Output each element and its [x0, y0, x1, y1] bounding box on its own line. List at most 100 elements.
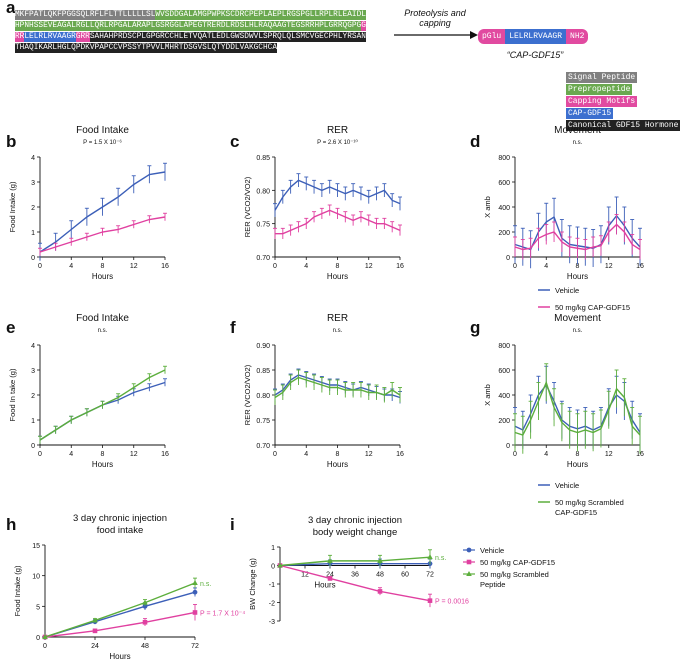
y-axis-label: Food Intake (g) — [13, 565, 22, 616]
peptide-pglu: pGlu — [478, 29, 506, 44]
x-tick-label: 0 — [273, 451, 277, 458]
series-2 — [42, 577, 198, 639]
annotation: n.s. — [435, 555, 446, 562]
x-tick-label: 16 — [161, 263, 169, 270]
chart-subtitle: body weight change — [313, 527, 398, 538]
y-tick-label: -3 — [269, 619, 275, 626]
legend-marker — [466, 547, 472, 553]
y-tick-label: 0.70 — [256, 443, 270, 450]
panel-label-c: c — [230, 132, 240, 151]
chart-title: Food Intake — [76, 125, 129, 136]
y-axis-label: X amb — [483, 196, 492, 218]
series-0 — [38, 162, 167, 261]
sequence-key: Signal Peptide Prepropeptide Capping Motif… — [566, 72, 681, 132]
series-line — [39, 369, 166, 441]
protein-sequence: MKFPATLQKFPGGSQLRFLFLTTLLLLLSLWVSDDGALAM… — [15, 10, 370, 54]
data-point — [277, 562, 283, 568]
x-tick-label: 8 — [336, 263, 340, 270]
x-tick-label: 0 — [513, 263, 517, 270]
x-tick-label: 48 — [376, 572, 384, 579]
series-line — [279, 562, 430, 567]
legend-label: 50 mg/kg CAP-GDF15 — [480, 558, 555, 567]
series-0 — [42, 587, 198, 640]
chart-title: RER — [327, 125, 348, 136]
panel-label-h: h — [6, 515, 17, 534]
x-tick-label: 72 — [191, 643, 199, 650]
chart-subtitle: n.s. — [573, 328, 583, 334]
x-tick-label: 0 — [43, 643, 47, 650]
panel-label-i: i — [230, 515, 235, 534]
series-line — [44, 582, 196, 638]
x-tick-label: 12 — [365, 451, 373, 458]
x-tick-label: 12 — [605, 451, 613, 458]
x-tick-label: 4 — [69, 263, 73, 270]
series-1 — [513, 363, 642, 454]
x-tick-label: 8 — [336, 451, 340, 458]
y-tick-label: 3 — [31, 180, 35, 187]
series-line — [275, 209, 401, 235]
y-tick-label: 0.90 — [256, 343, 270, 350]
x-axis-label: Hours — [92, 272, 113, 281]
panel-label-a: a — [6, 0, 16, 17]
y-tick-label: 200 — [498, 418, 510, 425]
x-tick-label: 0 — [38, 451, 42, 458]
chart-f: RER n.s. 0.70 0.75 0.80 0.85 0.90 0 4 8 12 16 Hours R… — [243, 313, 404, 469]
series-1 — [273, 204, 402, 239]
x-tick-label: 8 — [576, 451, 580, 458]
x-tick-label: 8 — [101, 451, 105, 458]
panel-label-e: e — [6, 318, 16, 337]
chart-c: RER P = 2.6 X 10⁻¹⁰ 0.70 0.75 0.80 0.85 0 4 8 12 1… — [243, 125, 404, 281]
legend-label: Peptide — [480, 580, 505, 589]
data-point — [427, 554, 433, 560]
y-tick-label: 0.75 — [256, 222, 270, 229]
series-line — [514, 380, 641, 436]
legend-label: 50 mg/kg Scrambled — [480, 570, 549, 579]
chart-title: RER — [327, 313, 348, 324]
data-point — [192, 580, 198, 586]
data-point — [192, 610, 198, 615]
sequence-segment: MKFPATLQKFPGGSQLRFLFLTTLLLLLSL — [15, 10, 156, 20]
panel-label-d: d — [470, 132, 481, 151]
arrow-label: Proteolysis and capping — [404, 8, 466, 28]
series-1 — [38, 212, 167, 256]
sequence-segment: GRR — [75, 32, 90, 42]
series-line — [39, 171, 166, 253]
y-tick-label: 0.70 — [256, 255, 270, 262]
x-tick-label: 12 — [365, 263, 373, 270]
series-0 — [273, 173, 402, 217]
series-line — [44, 611, 196, 638]
chart-title: 3 day chronic injection — [308, 515, 402, 526]
series-1 — [513, 214, 642, 260]
legend-label: Vehicle — [480, 546, 504, 555]
y-tick-label: 400 — [498, 393, 510, 400]
legend-label: CAP-GDF15 — [555, 508, 597, 517]
data-point — [327, 557, 333, 563]
x-axis-label: Hours — [567, 460, 588, 469]
data-point — [92, 628, 98, 634]
chart-subtitle: n.s. — [98, 328, 108, 334]
series-line — [39, 381, 166, 441]
legend-hi: Vehicle 50 mg/kg CAP-GDF15 50 mg/kg Scramb… — [463, 546, 555, 589]
y-tick-label: 800 — [498, 155, 510, 162]
x-tick-label: 24 — [91, 643, 99, 650]
legend-label: Vehicle — [555, 481, 579, 490]
y-tick-label: -1 — [269, 582, 275, 589]
x-axis-label: Hours — [314, 581, 335, 590]
data-point — [192, 589, 198, 595]
y-tick-label: 0.75 — [256, 418, 270, 425]
x-axis-label: Hours — [109, 652, 130, 661]
chart-d: Movement n.s. 0 200 400 600 800 0 4 8 12 16 Hours X a… — [483, 125, 644, 281]
y-tick-label: 400 — [498, 205, 510, 212]
x-tick-label: 4 — [544, 451, 548, 458]
x-tick-label: 16 — [396, 451, 404, 458]
x-tick-label: 4 — [69, 451, 73, 458]
data-point — [142, 603, 148, 609]
x-axis-label: Hours — [92, 460, 113, 469]
x-tick-label: 36 — [351, 572, 359, 579]
key-item: CAP-GDF15 — [566, 108, 614, 119]
y-tick-label: 1 — [31, 418, 35, 425]
